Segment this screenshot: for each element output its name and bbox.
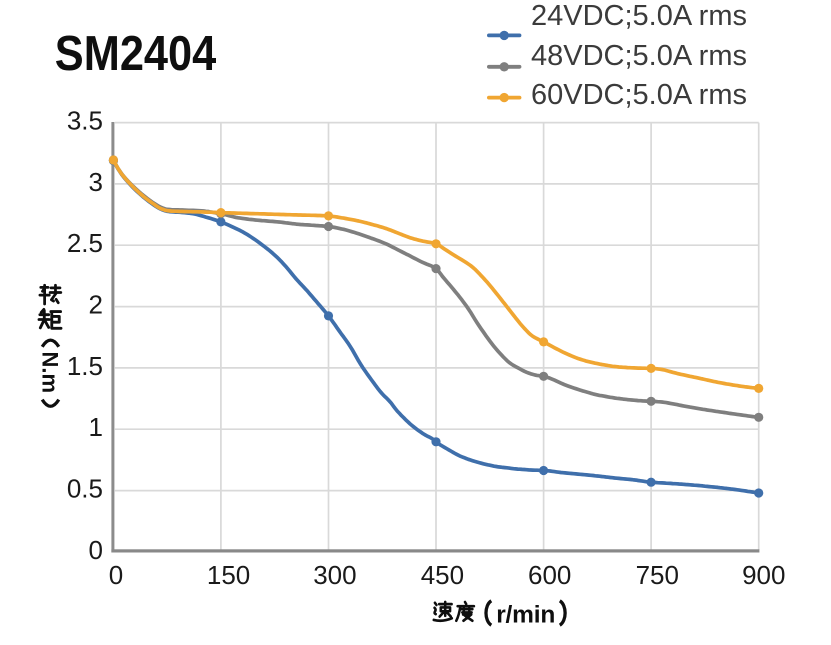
svg-text:1.5: 1.5 [67,351,103,381]
svg-text:SM2404: SM2404 [55,25,217,80]
svg-text:3.5: 3.5 [67,106,103,136]
svg-text:0.5: 0.5 [67,474,103,504]
svg-text:60VDC;5.0A rms: 60VDC;5.0A rms [531,79,747,111]
svg-text:450: 450 [421,560,464,590]
svg-text:3: 3 [89,167,103,197]
svg-text:24VDC;5.0A rms: 24VDC;5.0A rms [531,0,747,32]
svg-text:N.m: N.m [38,352,63,394]
svg-text:r/min: r/min [496,602,555,629]
svg-text:300: 300 [313,560,356,590]
svg-text:900: 900 [742,560,785,590]
svg-text:600: 600 [528,560,571,590]
svg-text:0: 0 [109,560,123,590]
svg-text:2: 2 [89,290,103,320]
svg-text:48VDC;5.0A rms: 48VDC;5.0A rms [531,40,747,72]
svg-text:0: 0 [89,535,103,565]
svg-text:750: 750 [636,560,679,590]
svg-text:2.5: 2.5 [67,228,103,258]
svg-text:150: 150 [207,560,250,590]
svg-text:1: 1 [89,412,103,442]
